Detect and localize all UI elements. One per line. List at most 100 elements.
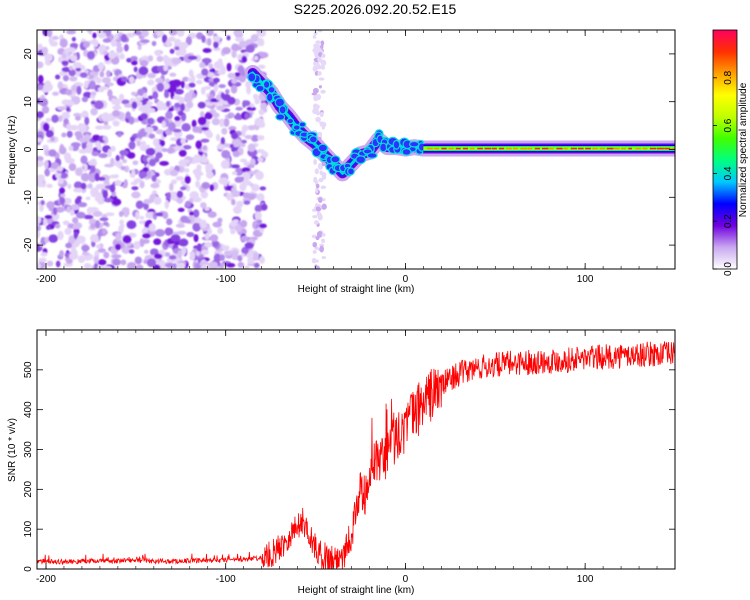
noise-blob (44, 168, 51, 177)
noise-blob (246, 85, 252, 95)
noise-blob (125, 32, 136, 38)
noise-blob (168, 244, 174, 249)
noise-blob (189, 251, 196, 261)
noise-blob (157, 106, 163, 111)
noise-blob (226, 62, 232, 72)
noise-blob (259, 38, 265, 47)
noise-blob (172, 128, 182, 133)
noise-blob (147, 55, 154, 62)
noise-blob (135, 96, 144, 101)
noise-blob (230, 228, 236, 235)
noise-blob (233, 205, 242, 214)
noise-blob (59, 250, 64, 258)
noise-blob (150, 183, 160, 189)
noise-blob (160, 139, 165, 147)
noise-blob (86, 30, 93, 33)
noise-blob (218, 84, 226, 89)
noise-blob (37, 180, 44, 188)
stripe-blob (315, 186, 319, 194)
noise-blob (66, 205, 71, 213)
y-tick-label: 10 (23, 96, 34, 108)
noise-blob (168, 30, 178, 36)
noise-blob (244, 265, 250, 269)
noise-blob (114, 179, 123, 186)
noise-blob (217, 217, 223, 223)
noise-blob (138, 66, 149, 76)
noise-blob (154, 50, 162, 57)
stripe-blob (321, 238, 326, 244)
noise-blob (98, 153, 108, 159)
noise-blob (240, 253, 246, 258)
noise-blob (139, 238, 145, 248)
noise-blob (215, 94, 222, 101)
noise-blob (232, 138, 242, 148)
noise-blob (163, 168, 172, 176)
noise-blob (153, 196, 162, 205)
noise-blob (142, 167, 150, 173)
ridge-blob (408, 140, 420, 148)
noise-blob (205, 163, 214, 172)
noise-blob (112, 258, 121, 266)
noise-blob (200, 249, 209, 256)
noise-blob (37, 74, 44, 84)
noise-blob (133, 240, 141, 250)
noise-blob (248, 170, 254, 175)
snr-panel: -200 -100 0 100 0 100 200 300 400 500 Height of … (7, 329, 676, 596)
noise-blob (117, 132, 122, 138)
noise-blob (99, 71, 105, 78)
noise-blob (204, 207, 210, 211)
noise-blob (57, 230, 64, 241)
noise-blob (223, 177, 228, 187)
noise-blob (240, 67, 246, 77)
noise-blob (119, 219, 124, 225)
noise-blob (173, 145, 184, 151)
noise-blob (121, 207, 130, 214)
noise-blob (131, 186, 139, 191)
noise-blob (254, 117, 265, 127)
noise-blob (201, 126, 209, 131)
noise-blob (90, 223, 96, 230)
noise-blob (209, 234, 219, 242)
noise-blob (194, 217, 202, 224)
noise-blob (62, 74, 69, 82)
noise-blob (80, 172, 90, 182)
noise-blob (81, 244, 90, 252)
noise-blob (41, 105, 50, 114)
noise-blob (71, 144, 79, 152)
noise-blob (122, 158, 127, 164)
noise-blob (199, 110, 205, 118)
noise-blob (51, 114, 59, 123)
noise-blob (136, 140, 142, 147)
stripe-blob (315, 235, 320, 241)
noise-blob (151, 175, 157, 182)
colorbar-tick-label: 0.4 (723, 166, 734, 180)
noise-blob (211, 117, 220, 126)
noise-blob (142, 92, 148, 99)
noise-blob (104, 163, 114, 168)
noise-blob (170, 234, 181, 242)
noise-blob (76, 195, 82, 201)
noise-blob (227, 72, 236, 79)
noise-blob (61, 111, 70, 120)
noise-blob (140, 140, 147, 147)
noise-blob (77, 202, 88, 208)
noise-blob (37, 61, 44, 69)
noise-blob (257, 157, 264, 163)
noise-blob (247, 143, 256, 152)
noise-blob (101, 77, 111, 84)
noise-blob (74, 131, 83, 138)
noise-blob (245, 44, 255, 53)
noise-blob (73, 181, 83, 189)
noise-blob (120, 165, 126, 171)
noise-blob (128, 76, 135, 84)
noise-blob (46, 260, 54, 267)
noise-blob (120, 224, 125, 228)
noise-blob (207, 211, 217, 218)
noise-blob (144, 249, 149, 254)
noise-blob (78, 148, 88, 154)
noise-blob (110, 145, 116, 152)
noise-blob (89, 70, 99, 77)
stripe-blob (314, 168, 319, 175)
noise-blob (73, 112, 81, 117)
stripe-blob (312, 214, 318, 219)
